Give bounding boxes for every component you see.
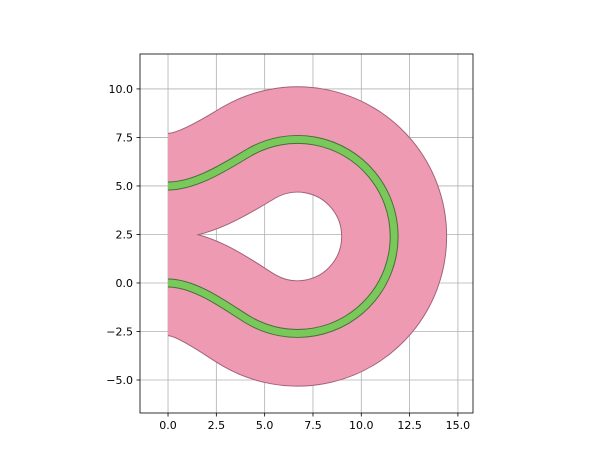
y-tick-label: 0.0 bbox=[116, 277, 134, 290]
y-tick-label: 5.0 bbox=[116, 180, 134, 193]
pink-region bbox=[163, 87, 447, 386]
x-tick-label: 2.5 bbox=[208, 419, 226, 432]
x-tick-label: 5.0 bbox=[256, 419, 274, 432]
axes-frame bbox=[139, 53, 474, 414]
x-tick-label: 7.5 bbox=[304, 419, 322, 432]
shapes bbox=[163, 86, 448, 387]
y-tick-label: 2.5 bbox=[116, 228, 134, 241]
y-tick-label: −5.0 bbox=[106, 374, 133, 387]
x-tick-label: 0.0 bbox=[159, 419, 177, 432]
ticks: 0.0 2.5 5.0 7.5 10.0 12.5 15.0 −5.0 −2.5 0.0 2.5 5.… bbox=[106, 83, 470, 432]
x-tick-label: 10.0 bbox=[349, 419, 374, 432]
green-region bbox=[167, 135, 398, 337]
y-tick-label: 7.5 bbox=[116, 131, 134, 144]
x-tick-label: 12.5 bbox=[397, 419, 422, 432]
y-tick-label: 10.0 bbox=[109, 83, 134, 96]
x-tick-label: 15.0 bbox=[446, 419, 471, 432]
y-tick-label: −2.5 bbox=[106, 325, 133, 338]
